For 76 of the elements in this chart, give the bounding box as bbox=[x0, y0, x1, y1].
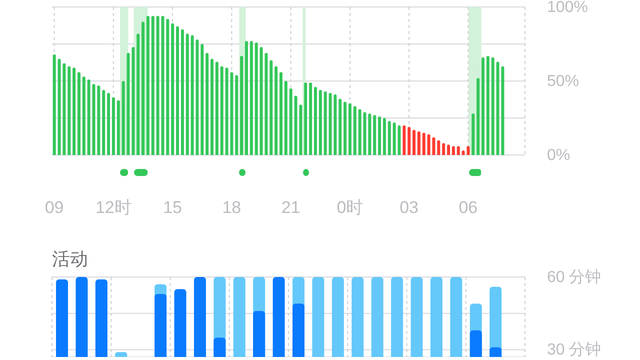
bar bbox=[279, 72, 282, 155]
bar bbox=[289, 88, 292, 155]
bar bbox=[437, 140, 440, 155]
bar bbox=[87, 80, 90, 155]
bar bbox=[77, 72, 80, 155]
bar bbox=[52, 54, 56, 155]
bar bbox=[186, 34, 189, 155]
bar bbox=[151, 16, 154, 155]
bar bbox=[412, 130, 416, 155]
bar bbox=[142, 22, 145, 155]
chart-title: 活动 bbox=[52, 248, 88, 271]
y-tick-label: 30 分钟 bbox=[547, 342, 602, 359]
bar bbox=[481, 57, 484, 155]
bar bbox=[388, 120, 391, 155]
bar bbox=[486, 56, 490, 155]
bar bbox=[447, 144, 450, 155]
bar bbox=[210, 58, 214, 155]
bar bbox=[274, 66, 278, 155]
bar bbox=[82, 76, 86, 155]
y-tick-label: 100% bbox=[547, 0, 588, 16]
bar bbox=[368, 114, 372, 155]
y-tick-label: 60 分钟 bbox=[547, 269, 602, 286]
bar bbox=[348, 103, 352, 155]
bar bbox=[107, 92, 110, 155]
bar bbox=[171, 23, 174, 155]
bar bbox=[402, 125, 406, 155]
bar bbox=[235, 75, 238, 155]
bar bbox=[417, 131, 420, 155]
bar bbox=[215, 62, 218, 155]
bar bbox=[491, 57, 494, 155]
x-tick-label: 09 bbox=[44, 198, 64, 217]
x-tick-label: 0时 bbox=[336, 198, 364, 217]
bar bbox=[442, 143, 446, 155]
bar bbox=[318, 90, 322, 155]
bar bbox=[112, 97, 115, 155]
bar bbox=[373, 115, 376, 155]
bar bbox=[206, 52, 209, 155]
bar bbox=[146, 16, 150, 155]
bar bbox=[472, 114, 475, 155]
bar bbox=[324, 91, 327, 155]
bar bbox=[378, 116, 382, 155]
bar bbox=[116, 100, 120, 155]
bar bbox=[456, 146, 460, 155]
x-tick-label: 03 bbox=[400, 198, 419, 217]
bar bbox=[452, 146, 455, 155]
x-tick-label: 18 bbox=[222, 198, 242, 217]
bar bbox=[344, 102, 347, 155]
bar bbox=[270, 60, 273, 155]
y-tick-label: 0% bbox=[547, 147, 570, 164]
bar bbox=[382, 118, 386, 155]
bar bbox=[180, 29, 184, 155]
bar bbox=[200, 44, 204, 155]
x-tick-label: 06 bbox=[458, 198, 478, 217]
bar bbox=[132, 46, 135, 155]
bar bbox=[240, 56, 244, 155]
bar bbox=[476, 78, 480, 155]
x-tick-label: 12时 bbox=[95, 198, 132, 217]
bar bbox=[102, 90, 106, 155]
bar bbox=[314, 86, 317, 155]
bar bbox=[353, 106, 356, 155]
bar bbox=[422, 132, 426, 155]
bar bbox=[254, 42, 258, 155]
bar bbox=[338, 98, 342, 155]
bar bbox=[220, 66, 224, 155]
bar bbox=[284, 81, 288, 155]
bar bbox=[408, 126, 411, 155]
bar bbox=[72, 68, 76, 155]
bar bbox=[309, 82, 312, 155]
bar bbox=[166, 18, 170, 155]
y-tick-label: 50% bbox=[547, 73, 580, 90]
x-tick-label: 15 bbox=[163, 198, 182, 217]
bar bbox=[176, 26, 180, 155]
x-tick-label: 21 bbox=[281, 198, 300, 217]
bar bbox=[250, 41, 253, 155]
bar bbox=[68, 66, 71, 155]
bar bbox=[136, 34, 140, 155]
